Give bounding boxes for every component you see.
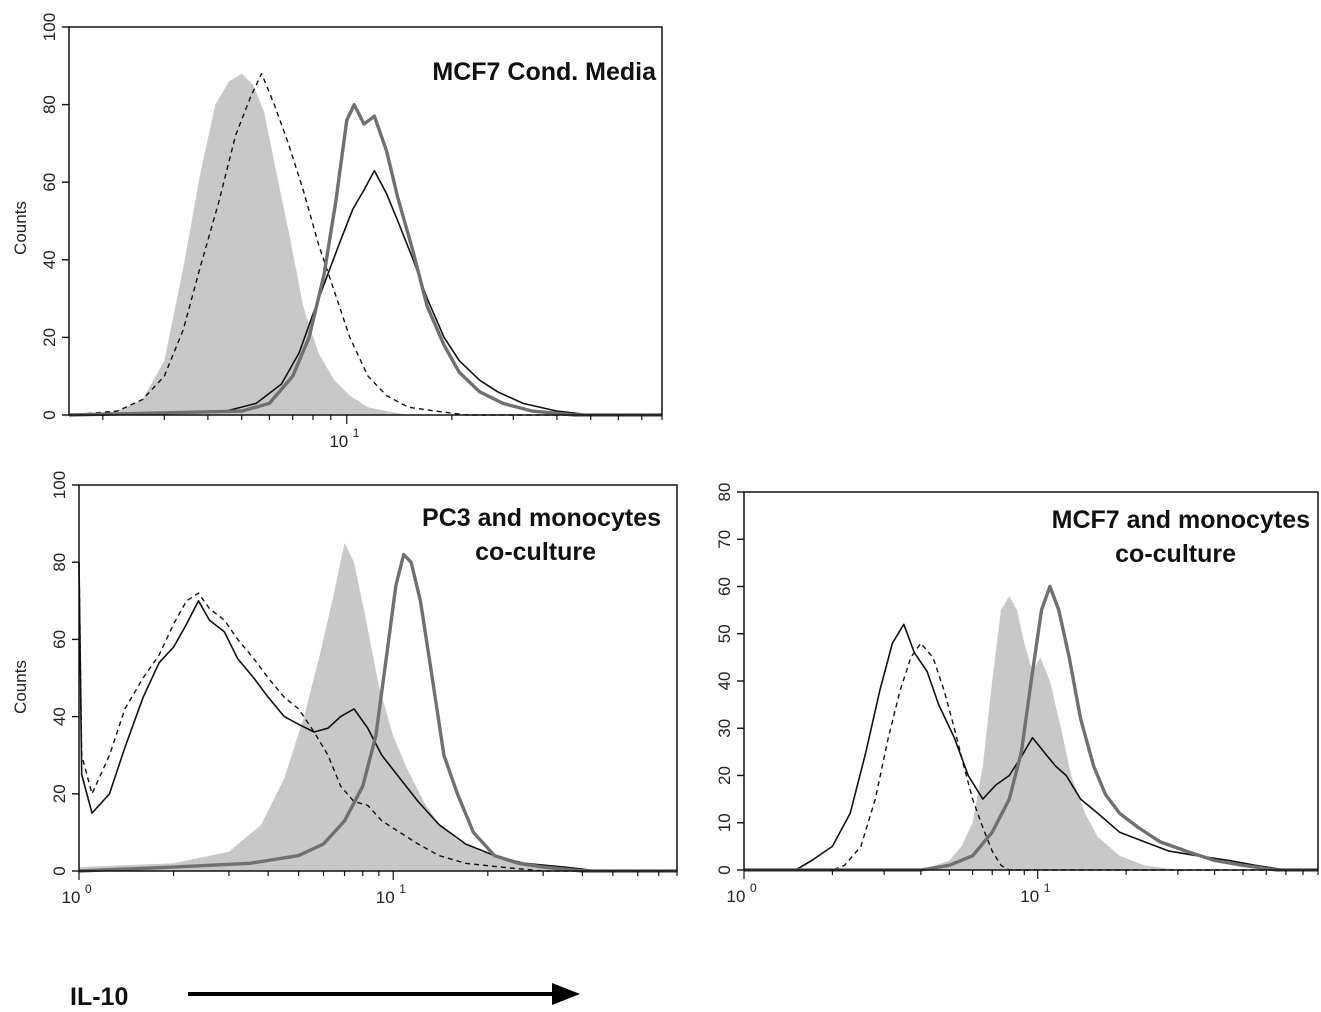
il10-axis-caption: IL-10 [70,983,580,1011]
plot-frame [68,26,663,416]
histogram-thick-series [744,584,1318,872]
histogram-dashed-series [78,562,677,872]
y-tick-label: 80 [40,95,59,114]
histogram-dashed-series [68,72,662,416]
y-axis-title: Counts [11,660,30,714]
histogram-filled-series [744,596,1318,870]
panel-title-line-1: MCF7 Cond. Media [432,58,657,86]
y-tick-label: 0 [50,866,69,875]
y-tick-label: 70 [715,530,734,549]
y-tick-label: 30 [715,719,734,738]
histogram-dashed-series [744,642,1318,871]
x-tick-exponent: 1 [399,882,406,896]
histogram-filled-series [69,73,662,415]
histogram-thick-series [68,102,662,417]
y-tick-label: 60 [40,173,59,192]
y-tick-label: 60 [50,630,69,649]
x-tick-exponent: 1 [353,426,360,440]
panel-title-line-1: MCF7 and monocytes [1052,506,1310,534]
increase-arrow-icon [552,983,580,1005]
y-tick-label: 0 [715,865,734,874]
x-tick-label: 10 [62,888,81,907]
x-tick-label: 10 [1020,887,1039,906]
x-tick-exponent: 0 [750,881,757,895]
y-tick-label: 100 [40,13,59,41]
x-tick-exponent: 0 [85,882,92,896]
histogram-thin-series [68,169,662,416]
y-axis-title: Counts [11,201,30,255]
y-tick-label: 0 [40,410,59,419]
histogram-mcf7-cond-media: 0 20 40 60 80 100 10 1 Counts MCF7 Cond. Media [11,13,663,451]
panel-title-line-2: co-culture [1115,540,1236,568]
y-tick-label: 20 [40,328,59,347]
y-tick-label: 50 [715,624,734,643]
y-tick-label: 10 [715,813,734,832]
y-tick-label: 20 [715,766,734,785]
panel-title-line-1: PC3 and monocytes [422,504,661,532]
histogram-thick-series [78,552,677,873]
y-tick-label: 40 [40,250,59,269]
plot-frame [78,484,678,872]
x-tick-label: 10 [329,432,348,451]
y-tick-label: 100 [50,471,69,499]
histogram-thin-series [78,562,677,872]
y-tick-label: 60 [715,577,734,596]
y-tick-label: 40 [50,707,69,726]
x-tick-label: 10 [376,888,395,907]
y-tick-label: 80 [715,483,734,502]
y-tick-label: 80 [50,553,69,572]
x-tick-exponent: 1 [1044,881,1051,895]
panel-title-line-2: co-culture [475,538,596,566]
y-tick-label: 40 [715,672,734,691]
histogram-thin-series [744,623,1318,871]
y-tick-label: 20 [50,784,69,803]
histogram-mcf7-monocytes: 0 10 20 30 40 50 60 70 80 10 0 10 1 MCF7 and monocyt… [715,483,1319,906]
x-tick-label: 10 [727,887,746,906]
il10-label: IL-10 [70,983,128,1011]
